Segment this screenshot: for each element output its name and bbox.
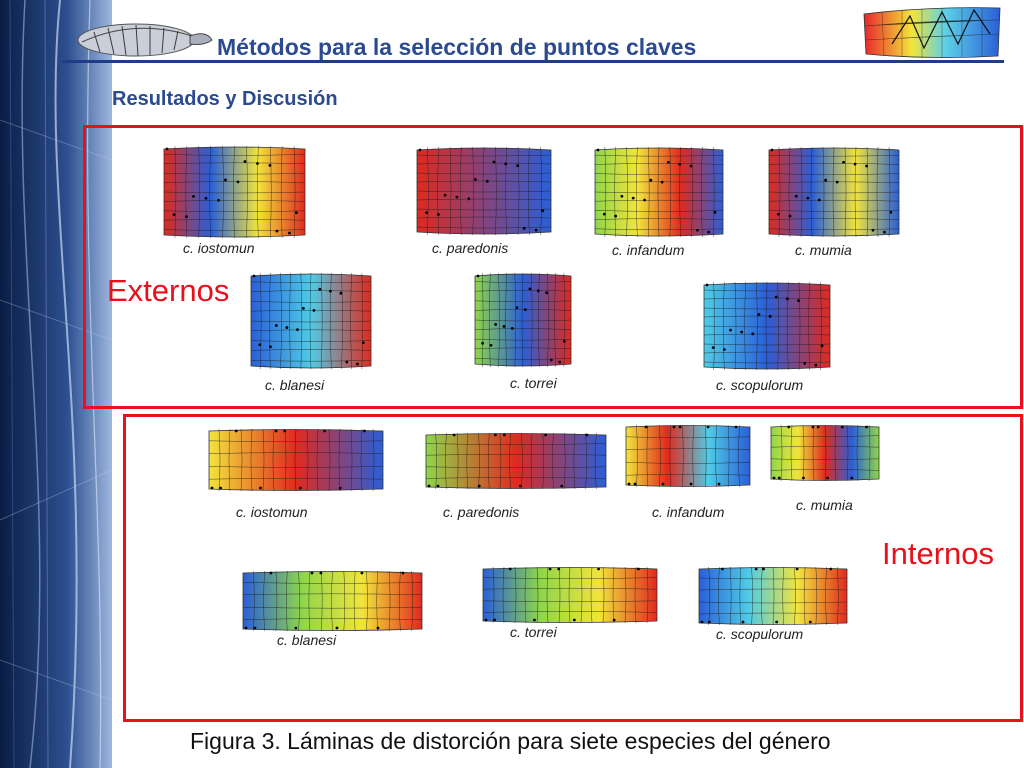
figure-caption: Figura 3. Láminas de distorción para sie… <box>190 728 831 754</box>
ext-warp-grid-scopulorum <box>703 281 831 371</box>
ext-caption-iostomun: c. iostomun <box>183 240 255 256</box>
ext-caption-infandum: c. infandum <box>612 242 685 258</box>
int-caption-torrei: c. torrei <box>510 624 557 640</box>
int-warp-grid-blanesi <box>242 570 423 632</box>
int-warp-grid-infandum <box>625 424 751 488</box>
ext-caption-scopulorum: c. scopulorum <box>716 377 804 393</box>
ext-warp-grid-blanesi <box>250 272 372 370</box>
ext-caption-paredonis: c. paredonis <box>432 240 509 256</box>
ext-caption-mumia: c. mumia <box>795 242 852 258</box>
ext-warp-grid-torrei <box>474 272 572 368</box>
blue-fiber-pattern-icon <box>0 0 112 768</box>
page-title: Métodos para la selección de puntos clav… <box>217 34 697 60</box>
header-rule <box>62 60 1004 63</box>
ext-warp-grid-mumia <box>768 146 900 238</box>
external-results-frame <box>83 125 1023 409</box>
ext-caption-torrei: c. torrei <box>510 375 557 391</box>
int-caption-iostomun: c. iostomun <box>236 504 308 520</box>
ext-caption-blanesi: c. blanesi <box>265 377 325 393</box>
int-warp-grid-scopulorum <box>698 566 848 626</box>
warp-grid-logo-icon <box>862 4 1002 62</box>
int-caption-mumia: c. mumia <box>796 497 853 513</box>
internal-group-label: Internos <box>882 536 995 571</box>
int-warp-grid-torrei <box>482 566 658 624</box>
int-caption-blanesi: c. blanesi <box>277 632 337 648</box>
ext-warp-grid-infandum <box>594 146 724 238</box>
int-warp-grid-paredonis <box>425 432 607 490</box>
int-warp-grid-iostomun <box>208 428 384 492</box>
int-caption-infandum: c. infandum <box>652 504 725 520</box>
ext-warp-grid-iostomun <box>163 145 306 239</box>
external-group-label: Externos <box>107 273 230 308</box>
internal-results-frame <box>123 414 1023 722</box>
snail-shell-logo-icon <box>74 10 214 62</box>
int-caption-scopulorum: c. scopulorum <box>716 626 804 642</box>
section-subtitle: Resultados y Discusión <box>112 88 338 110</box>
left-decorative-band <box>0 0 112 768</box>
int-warp-grid-mumia <box>770 424 880 482</box>
ext-warp-grid-paredonis <box>416 146 552 236</box>
int-caption-paredonis: c. paredonis <box>443 504 520 520</box>
